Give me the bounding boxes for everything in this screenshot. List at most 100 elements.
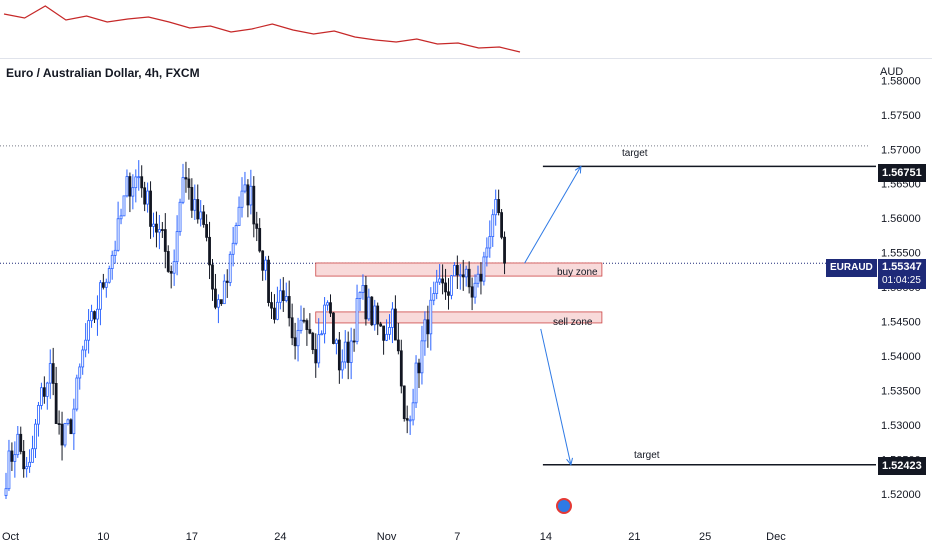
candle-body	[293, 337, 297, 347]
candle-body	[258, 228, 262, 252]
candle-body	[25, 466, 29, 470]
candle-body	[240, 190, 244, 208]
candle-body	[308, 329, 312, 334]
candle-body	[370, 296, 374, 326]
candle-body	[131, 187, 135, 197]
candle-body	[461, 274, 465, 278]
candle-body	[464, 268, 468, 278]
indicator-pane	[3, 5, 521, 53]
candle-body	[349, 340, 353, 363]
candle-body	[435, 281, 439, 294]
candle-body	[346, 341, 350, 363]
candle-body	[104, 281, 108, 288]
zone-rect	[315, 262, 603, 277]
candle-body	[28, 461, 32, 468]
y-tick-label: 1.55500	[881, 248, 921, 260]
candle-body	[175, 231, 179, 263]
candle-body	[75, 377, 79, 410]
y-tick-label: 1.53000	[881, 420, 921, 432]
indicator-line	[3, 5, 521, 53]
candle-body	[317, 334, 321, 364]
candle-body	[122, 195, 126, 217]
candle-body	[134, 176, 138, 189]
candle-body	[332, 312, 335, 344]
x-tick-label: 25	[699, 531, 711, 543]
candle-body	[57, 423, 61, 425]
candle-body	[393, 308, 397, 341]
candle-body	[128, 176, 132, 197]
candle-body	[125, 176, 129, 197]
symbol-tag: EURAUD	[826, 259, 877, 277]
current-price-tag: 1.55347 01:04:25	[878, 259, 926, 289]
candle-body	[140, 176, 144, 189]
candle-body	[500, 212, 504, 238]
candle-body	[42, 387, 46, 397]
zone-rect	[315, 311, 603, 324]
candle-body	[402, 385, 406, 419]
candle-body	[255, 223, 259, 229]
candle-body	[181, 177, 185, 203]
candle-body	[90, 311, 93, 322]
candle-body	[275, 301, 279, 320]
candle-body	[420, 340, 424, 374]
candle-body	[458, 274, 462, 277]
flag-icon[interactable]	[556, 498, 572, 514]
candle-body	[202, 211, 206, 225]
candle-body	[497, 199, 501, 213]
candle-body	[178, 201, 182, 233]
candle-body	[405, 418, 409, 421]
candle-body	[31, 448, 34, 463]
candle-body	[367, 296, 371, 320]
candle-body	[340, 361, 344, 371]
candle-body	[376, 305, 380, 325]
candle-body	[60, 423, 64, 446]
x-tick-label: 17	[186, 531, 198, 543]
candle-body	[379, 323, 383, 327]
candle-body	[187, 178, 191, 188]
candle-body	[234, 225, 238, 244]
candle-body	[305, 320, 309, 330]
x-tick-label: Nov	[377, 531, 397, 543]
candle-body	[503, 236, 506, 264]
candle-body	[40, 387, 43, 406]
candle-body	[214, 288, 217, 308]
y-tick-label: 1.54000	[881, 351, 921, 363]
candle-body	[311, 332, 315, 350]
candle-body	[196, 199, 200, 220]
candle-body	[107, 268, 111, 283]
bar-countdown: 01:04:25	[882, 275, 921, 286]
candle-body	[476, 273, 480, 284]
candle-body	[152, 223, 155, 227]
candle-body	[246, 184, 250, 206]
candle-body	[326, 302, 329, 306]
candle-body	[249, 185, 253, 206]
candle-body	[423, 319, 427, 342]
upper-target-price-tag: 1.56751	[878, 164, 926, 182]
candle-body	[19, 433, 23, 452]
arrow-head	[574, 165, 582, 174]
candle-body	[72, 408, 76, 435]
candle-body	[84, 339, 88, 351]
candle-body	[243, 184, 247, 192]
projection-arrow	[524, 166, 582, 264]
candle-body	[270, 302, 273, 309]
candle-body	[219, 299, 223, 305]
candle-body	[252, 185, 256, 225]
candle-body	[396, 339, 400, 352]
candle-body	[37, 405, 40, 425]
candle-body	[467, 268, 471, 288]
candle-body	[78, 366, 82, 379]
current-price-value: 1.55347	[882, 261, 922, 273]
lower-target-price-tag: 1.52423	[878, 457, 926, 475]
candle-body	[155, 223, 158, 233]
candle-body	[160, 229, 164, 231]
candle-body	[63, 423, 67, 446]
candle-body	[302, 319, 306, 322]
candle-body	[48, 363, 52, 384]
candle-body	[4, 488, 8, 496]
y-tick-label: 1.57000	[881, 144, 921, 156]
candle-body	[334, 339, 338, 344]
candle-body	[146, 190, 150, 205]
candle-body	[267, 259, 270, 303]
